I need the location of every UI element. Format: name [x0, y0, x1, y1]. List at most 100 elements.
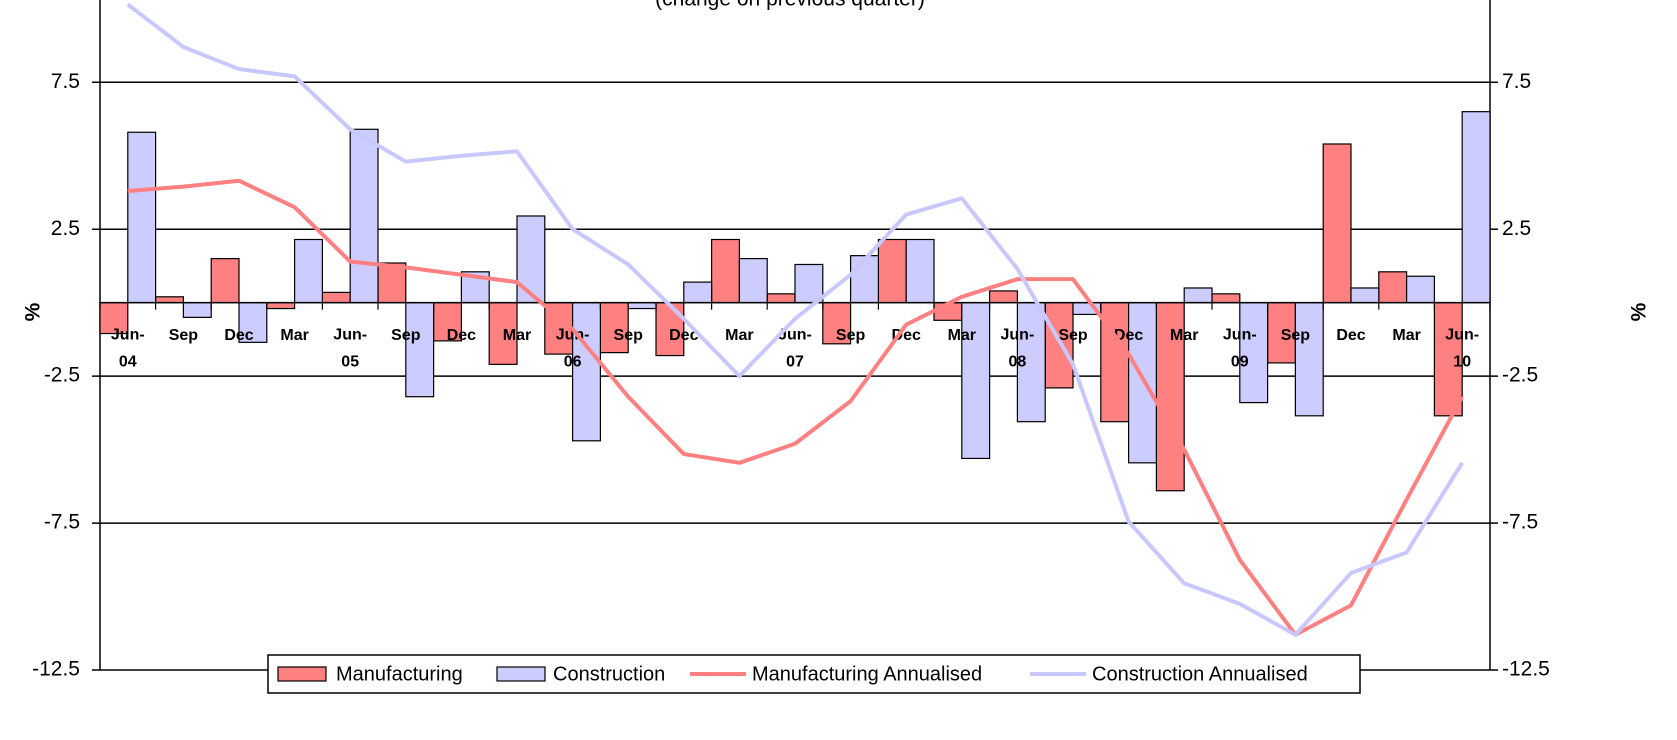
bar: [127, 131, 157, 304]
x-tick-label: Dec: [1336, 327, 1365, 344]
x-tick-label: Mar: [1170, 327, 1198, 344]
bar: [627, 302, 657, 310]
bar: [155, 296, 185, 304]
legend-label: Construction: [553, 663, 665, 685]
y-tick-label: -12.5: [32, 658, 80, 681]
legend-label: Manufacturing Annualised: [752, 663, 982, 685]
bar: [1016, 302, 1046, 423]
x-tick-label-line: 09: [1231, 354, 1249, 371]
bar: [238, 302, 268, 343]
x-tick-label-line: 10: [1453, 354, 1471, 371]
y2-tick-label: 7.5: [1502, 70, 1531, 93]
bar: [405, 302, 435, 398]
y-tick-label: -2.5: [44, 364, 80, 387]
bar: [1211, 293, 1241, 304]
bar: [766, 293, 796, 304]
bar: [294, 238, 324, 304]
x-tick-label: Dec: [892, 327, 921, 344]
bar: [321, 291, 351, 304]
bar: [1378, 271, 1408, 304]
x-tick-label: Mar: [948, 327, 976, 344]
x-tick-label-line: 04: [119, 354, 137, 371]
x-tick-label: Sep: [1058, 327, 1088, 344]
x-tick-label: Dec: [224, 327, 253, 344]
x-tick-label: Dec: [1114, 327, 1143, 344]
legend-label: Construction Annualised: [1092, 663, 1308, 685]
x-tick-label: Mar: [280, 327, 308, 344]
x-tick-label-line: Jun-: [1223, 327, 1257, 344]
bar: [1405, 275, 1435, 304]
y2-tick-label: -2.5: [1502, 364, 1538, 387]
x-tick-label: Sep: [836, 327, 866, 344]
x-tick-label-line: 05: [341, 354, 359, 371]
x-tick-label-line: Jun-: [1001, 327, 1035, 344]
bar: [1294, 302, 1324, 417]
x-tick-label: Dec: [447, 327, 476, 344]
bar: [349, 128, 379, 304]
legend-swatch: [496, 666, 546, 682]
bar: [683, 281, 713, 304]
x-tick-label-line: Jun-: [1445, 327, 1479, 344]
legend-label: Manufacturing: [336, 663, 463, 685]
x-tick-label: Jun- 08: [1001, 327, 1035, 371]
bar: [710, 238, 740, 304]
bar: [849, 255, 879, 304]
bar: [1183, 287, 1213, 304]
bar: [516, 215, 546, 304]
bar: [266, 302, 296, 310]
bar: [794, 263, 824, 304]
bar: [822, 302, 852, 345]
x-tick-label: Jun- 04: [111, 327, 145, 371]
bar: [1461, 111, 1491, 304]
line-series: [127, 178, 1464, 637]
x-tick-label: Sep: [169, 327, 199, 344]
bar: [571, 302, 601, 442]
x-tick-label: Sep: [1281, 327, 1311, 344]
y2-tick-label: 2.5: [1502, 217, 1531, 240]
bar: [210, 257, 240, 304]
chart-subtitle: (change on previous quarter): [655, 0, 925, 11]
bar: [182, 302, 212, 318]
bar: [961, 302, 991, 460]
y-tick-label: 2.5: [51, 217, 80, 240]
y-axis-label: %: [22, 302, 45, 321]
bar: [1266, 302, 1296, 364]
bar: [599, 302, 629, 354]
x-tick-label: Sep: [614, 327, 644, 344]
x-tick-label: Mar: [725, 327, 753, 344]
line-series: [126, 2, 1464, 637]
bar: [377, 262, 407, 304]
bar: [988, 290, 1018, 304]
x-tick-label: Dec: [669, 327, 698, 344]
x-tick-label-line: 06: [564, 354, 582, 371]
bar: [1350, 287, 1380, 304]
x-tick-label-line: 07: [786, 354, 804, 371]
x-tick-label: Sep: [391, 327, 421, 344]
x-tick-label-line: 08: [1009, 354, 1027, 371]
legend-box: [267, 654, 1361, 694]
x-tick-label: Jun- 09: [1223, 327, 1257, 371]
bar: [1239, 302, 1269, 404]
x-tick-label-line: Jun-: [778, 327, 812, 344]
bar: [1127, 302, 1157, 464]
x-tick-label: Mar: [503, 327, 531, 344]
y2-axis-label: %: [1628, 302, 1651, 321]
legend-swatch: [277, 666, 327, 682]
x-tick-label-line: Jun-: [333, 327, 367, 344]
bar: [1155, 302, 1185, 492]
y2-tick-label: -7.5: [1502, 511, 1538, 534]
bar: [877, 238, 907, 304]
x-tick-label: Jun- 07: [778, 327, 812, 371]
x-tick-label: Jun- 10: [1445, 327, 1479, 371]
x-tick-label: Jun- 05: [333, 327, 367, 371]
bar: [1322, 143, 1352, 304]
bar: [905, 238, 935, 304]
y-tick-label: -7.5: [44, 511, 80, 534]
bar: [1433, 302, 1463, 417]
bar: [99, 302, 129, 335]
bar: [738, 257, 768, 304]
y2-tick-label: -12.5: [1502, 658, 1550, 681]
bar: [1044, 302, 1074, 389]
x-tick-label-line: Jun-: [111, 327, 145, 344]
